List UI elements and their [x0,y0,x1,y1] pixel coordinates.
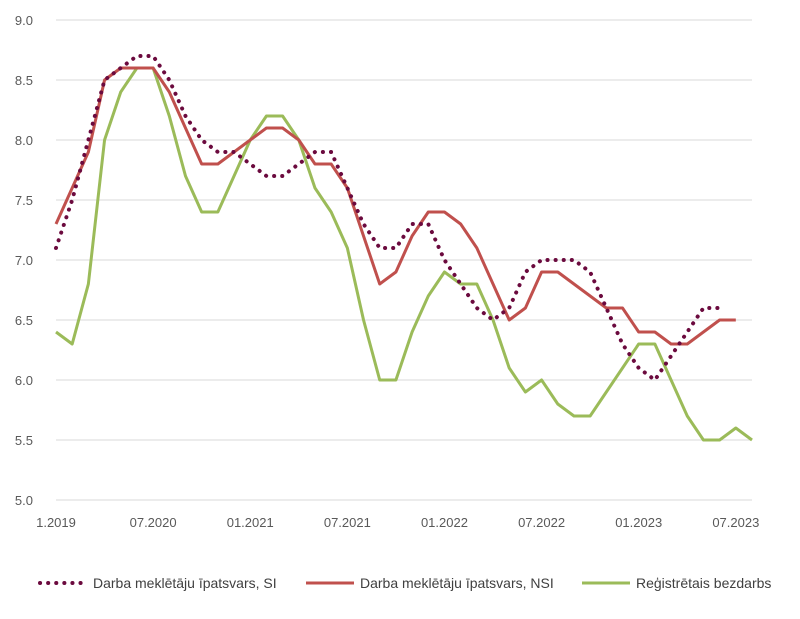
x-axis-tick-labels: 1.2019 07.2020 01.2021 07.2021 01.2022 07.202… [36,515,759,530]
y-tick-label: 6.5 [15,313,33,328]
y-tick-label: 6.0 [15,373,33,388]
x-tick-label: 01.2023 [615,515,662,530]
legend: Darba meklētāju īpatsvars, SI Darba mekl… [38,575,771,591]
y-tick-label: 8.5 [15,73,33,88]
y-tick-label: 5.5 [15,433,33,448]
series-line-nsi [54,66,736,346]
legend-label-nsi: Darba meklētāju īpatsvars, NSI [360,575,554,591]
legend-item-reg: Reģistrētais bezdarbs [582,575,771,591]
legend-label-si: Darba meklētāju īpatsvars, SI [93,575,277,591]
y-tick-label: 8.0 [15,133,33,148]
series-lines [54,54,753,442]
y-tick-label: 7.5 [15,193,33,208]
gridlines [56,19,752,501]
y-axis-tick-labels: 5.0 5.5 6.0 6.5 7.0 7.5 8.0 8.5 9.0 [15,13,33,508]
x-tick-label: 07.2021 [324,515,371,530]
legend-item-si: Darba meklētāju īpatsvars, SI [38,575,277,591]
y-tick-label: 9.0 [15,13,33,28]
series-line-reg [55,66,753,442]
x-tick-label: 01.2021 [227,515,274,530]
x-tick-label: 1.2019 [36,515,76,530]
x-tick-label: 07.2022 [518,515,565,530]
x-tick-label: 07.2023 [712,515,759,530]
x-tick-label: 07.2020 [130,515,177,530]
x-tick-label: 01.2022 [421,515,468,530]
legend-label-reg: Reģistrētais bezdarbs [636,575,771,591]
legend-item-nsi: Darba meklētāju īpatsvars, NSI [306,575,554,591]
series-line-si [54,54,722,382]
y-tick-label: 5.0 [15,493,33,508]
y-tick-label: 7.0 [15,253,33,268]
